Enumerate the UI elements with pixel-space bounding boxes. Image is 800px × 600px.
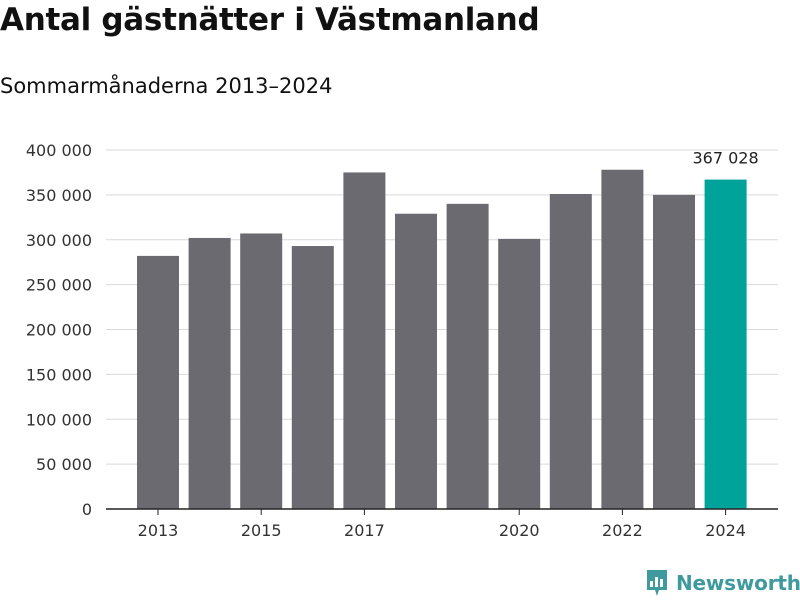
- y-tick-label: 300 000: [26, 231, 92, 250]
- x-tick-label: 2022: [602, 521, 643, 540]
- x-tick-label: 2020: [499, 521, 540, 540]
- bar-2013[interactable]: [137, 255, 179, 509]
- bar-2017[interactable]: [343, 172, 386, 509]
- bar-2016[interactable]: [291, 246, 334, 509]
- x-tick-label: 2015: [241, 521, 282, 540]
- y-tick-label: 50 000: [36, 455, 92, 474]
- x-tick-label: 2017: [344, 521, 385, 540]
- y-tick-label: 150 000: [26, 365, 92, 384]
- x-tick-label: 2013: [138, 521, 179, 540]
- y-tick-label: 400 000: [26, 141, 92, 160]
- x-tick-label: 2024: [705, 521, 746, 540]
- y-tick-label: 250 000: [26, 276, 92, 295]
- newsworthy-logo-icon: [647, 570, 667, 596]
- bar-2022[interactable]: [601, 169, 644, 509]
- y-tick-label: 200 000: [26, 321, 92, 340]
- bar-chart: 0 50 000 100 000 150 000 200 000 250 000 300 0…: [26, 141, 778, 540]
- y-tick-label: 350 000: [26, 186, 92, 205]
- bar-2020[interactable]: [498, 238, 541, 510]
- brand-logo[interactable]: Newsworthy: [645, 568, 800, 598]
- y-tick-label: 100 000: [26, 410, 92, 429]
- y-tick-label: 0: [82, 500, 92, 519]
- bar-2015[interactable]: [240, 233, 283, 509]
- bar-2018[interactable]: [395, 213, 437, 509]
- brand-name: Newsworthy: [676, 571, 800, 595]
- value-label-2024: 367 028: [693, 149, 759, 168]
- bar-2023[interactable]: [653, 194, 695, 509]
- bar-2019[interactable]: [446, 203, 489, 509]
- chart-subtitle: Sommarmånaderna 2013–2024: [0, 74, 333, 98]
- chart-title: Antal gästnätter i Västmanland: [0, 2, 540, 38]
- bar-2021[interactable]: [549, 193, 592, 510]
- bar-2024[interactable]: [704, 179, 747, 509]
- bar-2014[interactable]: [188, 237, 231, 509]
